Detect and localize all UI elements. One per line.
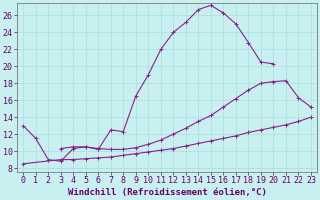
X-axis label: Windchill (Refroidissement éolien,°C): Windchill (Refroidissement éolien,°C) [68,188,267,197]
